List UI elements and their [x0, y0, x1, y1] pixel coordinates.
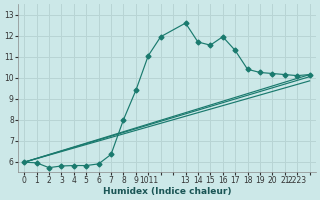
- X-axis label: Humidex (Indice chaleur): Humidex (Indice chaleur): [103, 187, 231, 196]
